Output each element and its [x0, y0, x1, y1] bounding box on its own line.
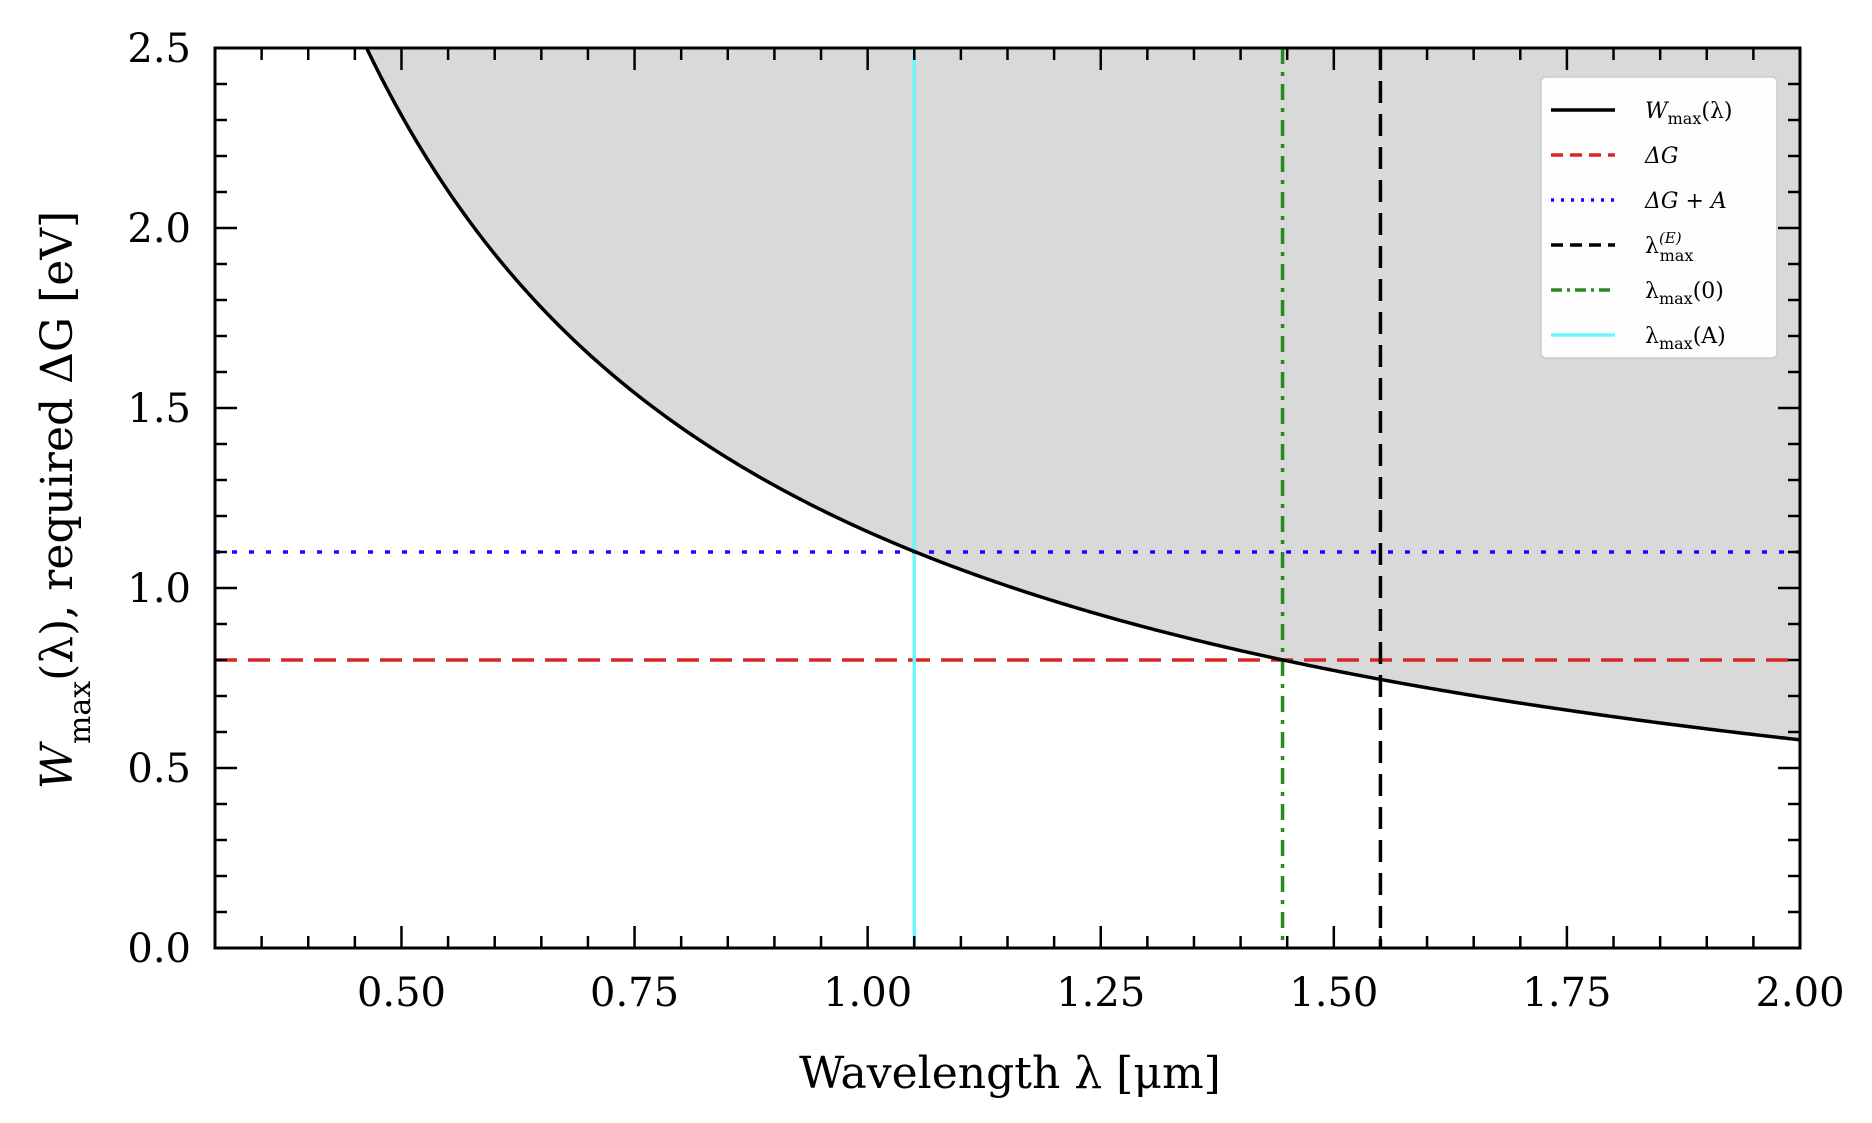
- legend-label: ΔG + A: [1644, 189, 1727, 214]
- y-tick-label: 0.5: [127, 746, 191, 792]
- legend-label: λ(E) max: [1645, 229, 1693, 265]
- x-tick-label: 2.00: [1755, 970, 1844, 1016]
- legend: Wmax(λ) ΔG ΔG + A λ(E) max λmax(0) λmax(A): [1540, 76, 1778, 359]
- y-tick-label: 2.5: [127, 26, 191, 72]
- legend-label: Wmax(λ): [1645, 99, 1732, 128]
- y-axis-title-w: W: [32, 740, 83, 789]
- fill-region: [366, 48, 1800, 740]
- legend-label: λmax(A): [1645, 324, 1726, 353]
- plot-frame: [213, 46, 1802, 950]
- legend-label: ΔG: [1644, 144, 1678, 169]
- y-tick-label: 1.0: [127, 566, 191, 612]
- region-above-curve: [366, 48, 1800, 740]
- y-axis-title: Wmax(λ), required ΔG [eV]: [32, 211, 98, 789]
- x-tick-label: 1.25: [1056, 970, 1145, 1016]
- x-tick-label: 1.75: [1522, 970, 1611, 1016]
- legend-box: [1540, 76, 1778, 359]
- wmax-curve: [364, 48, 1800, 742]
- x-tick-label: 1.00: [823, 970, 912, 1016]
- y-tick-label: 2.0: [127, 206, 191, 252]
- y-axis-title-sub: max: [63, 681, 98, 744]
- x-tick-label: 1.50: [1289, 970, 1378, 1016]
- lines-layer: [215, 48, 1800, 948]
- x-tick-label: 0.50: [357, 970, 446, 1016]
- x-axis-title: Wavelength λ [μm]: [799, 1048, 1221, 1099]
- legend-label: λmax(0): [1645, 279, 1724, 308]
- y-axis-title-rest: (λ), required ΔG [eV]: [32, 211, 83, 681]
- x-tick-label: 0.75: [590, 970, 679, 1016]
- tick-labels: 0.50 0.75 1.00 1.25 1.50 1.75 2.00 0.0 0.5 1.0 1.5…: [127, 26, 1844, 1016]
- y-tick-label: 0.0: [127, 926, 191, 972]
- y-tick-label: 1.5: [127, 386, 191, 432]
